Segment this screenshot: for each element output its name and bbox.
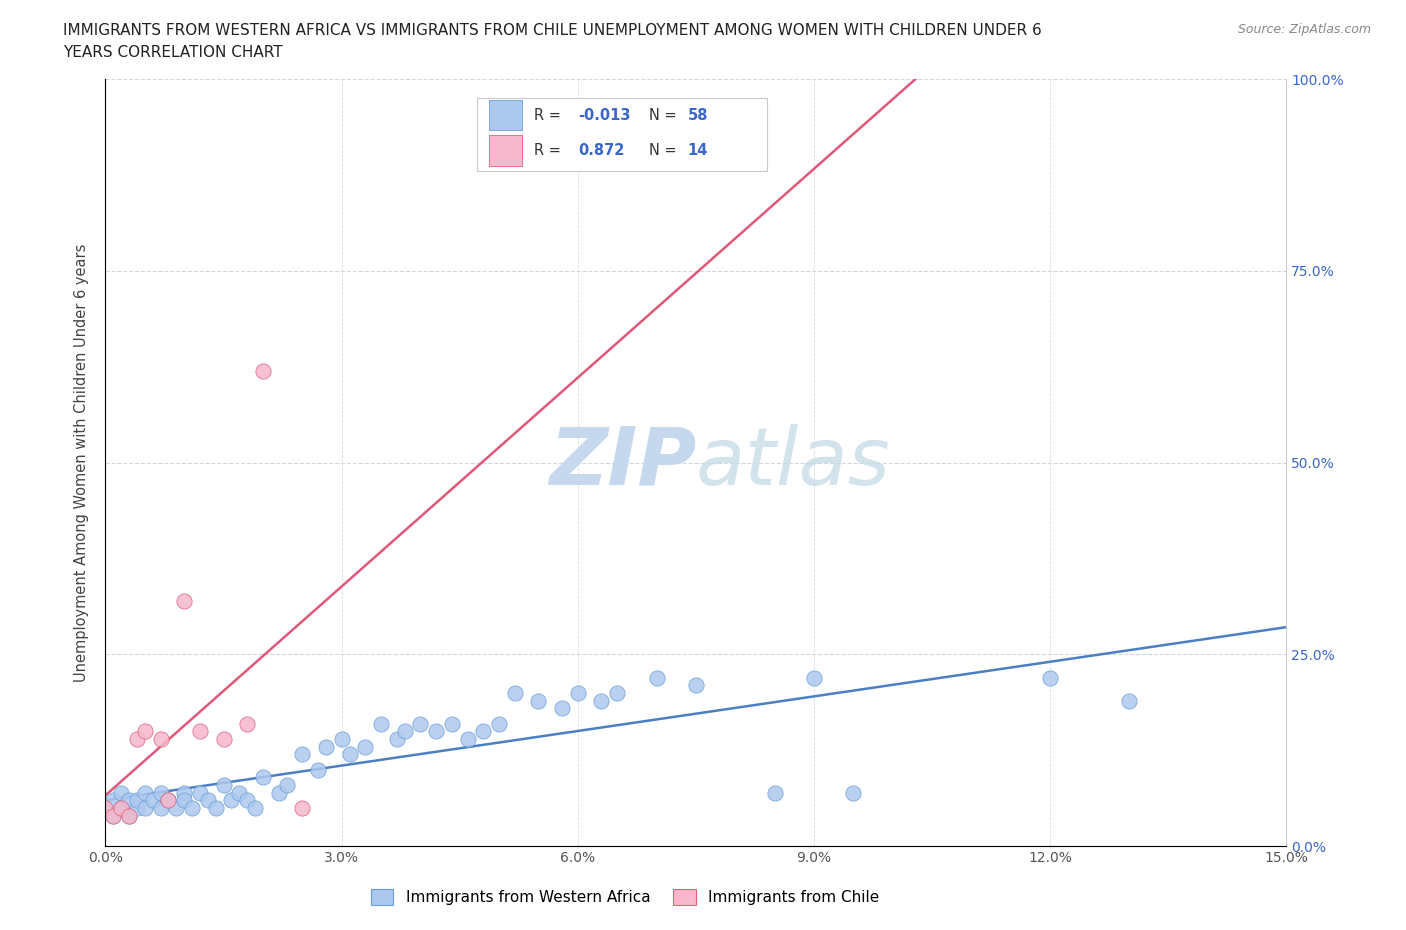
Point: [354, 739, 377, 754]
Point: [488, 716, 510, 731]
Point: [142, 792, 165, 807]
Point: [149, 785, 172, 800]
Point: [267, 785, 290, 800]
Point: [94, 801, 117, 816]
Legend: Immigrants from Western Africa, Immigrants from Chile: Immigrants from Western Africa, Immigran…: [364, 884, 886, 911]
Point: [103, 808, 125, 823]
Point: [173, 792, 195, 807]
Point: [94, 801, 117, 816]
Point: [110, 801, 132, 816]
Point: [315, 739, 337, 754]
Point: [591, 693, 613, 708]
Point: [1039, 670, 1062, 684]
Point: [204, 801, 226, 816]
Point: [125, 792, 148, 807]
Point: [1118, 693, 1140, 708]
Point: [149, 801, 172, 816]
Point: [228, 785, 250, 800]
Point: [457, 731, 479, 746]
Point: [236, 716, 259, 731]
FancyBboxPatch shape: [478, 99, 766, 171]
Text: Source: ZipAtlas.com: Source: ZipAtlas.com: [1237, 23, 1371, 36]
Text: ZIP: ZIP: [548, 424, 696, 501]
Text: 58: 58: [688, 108, 709, 123]
Point: [472, 724, 495, 738]
Point: [212, 777, 235, 792]
Point: [197, 792, 219, 807]
Text: R =: R =: [534, 108, 565, 123]
Point: [339, 747, 361, 762]
Point: [252, 770, 274, 785]
Text: 0.872: 0.872: [578, 143, 624, 158]
Point: [645, 670, 668, 684]
Text: atlas: atlas: [696, 424, 891, 501]
Point: [134, 724, 156, 738]
Text: N =: N =: [648, 143, 681, 158]
Point: [118, 808, 141, 823]
Text: YEARS CORRELATION CHART: YEARS CORRELATION CHART: [63, 45, 283, 60]
Point: [551, 701, 574, 716]
Point: [763, 785, 786, 800]
Point: [134, 801, 156, 816]
Point: [125, 801, 148, 816]
Point: [103, 792, 125, 807]
Point: [157, 792, 180, 807]
Point: [252, 363, 274, 378]
Point: [527, 693, 550, 708]
Text: -0.013: -0.013: [578, 108, 630, 123]
Text: R =: R =: [534, 143, 565, 158]
Text: N =: N =: [648, 108, 681, 123]
Point: [188, 785, 211, 800]
Point: [276, 777, 298, 792]
Point: [425, 724, 447, 738]
FancyBboxPatch shape: [489, 100, 523, 130]
Text: 14: 14: [688, 143, 709, 158]
Point: [110, 801, 132, 816]
Point: [307, 763, 329, 777]
Point: [291, 801, 314, 816]
Point: [221, 792, 243, 807]
Point: [385, 731, 408, 746]
Point: [173, 593, 195, 608]
Point: [125, 731, 148, 746]
Point: [394, 724, 416, 738]
Point: [370, 716, 392, 731]
Point: [567, 685, 589, 700]
Point: [118, 792, 141, 807]
Point: [440, 716, 463, 731]
Point: [409, 716, 432, 731]
Point: [243, 801, 266, 816]
Point: [503, 685, 526, 700]
FancyBboxPatch shape: [489, 135, 523, 166]
Point: [212, 731, 235, 746]
Point: [157, 792, 180, 807]
Point: [118, 808, 141, 823]
Point: [606, 685, 628, 700]
Point: [110, 785, 132, 800]
Point: [149, 731, 172, 746]
Point: [103, 808, 125, 823]
Point: [173, 785, 195, 800]
Text: IMMIGRANTS FROM WESTERN AFRICA VS IMMIGRANTS FROM CHILE UNEMPLOYMENT AMONG WOMEN: IMMIGRANTS FROM WESTERN AFRICA VS IMMIGR…: [63, 23, 1042, 38]
Point: [685, 678, 707, 693]
Point: [236, 792, 259, 807]
Point: [291, 747, 314, 762]
Point: [330, 731, 353, 746]
Point: [181, 801, 204, 816]
Point: [134, 785, 156, 800]
Point: [188, 724, 211, 738]
Point: [803, 670, 825, 684]
Point: [165, 801, 187, 816]
Point: [842, 785, 865, 800]
Y-axis label: Unemployment Among Women with Children Under 6 years: Unemployment Among Women with Children U…: [75, 244, 90, 682]
